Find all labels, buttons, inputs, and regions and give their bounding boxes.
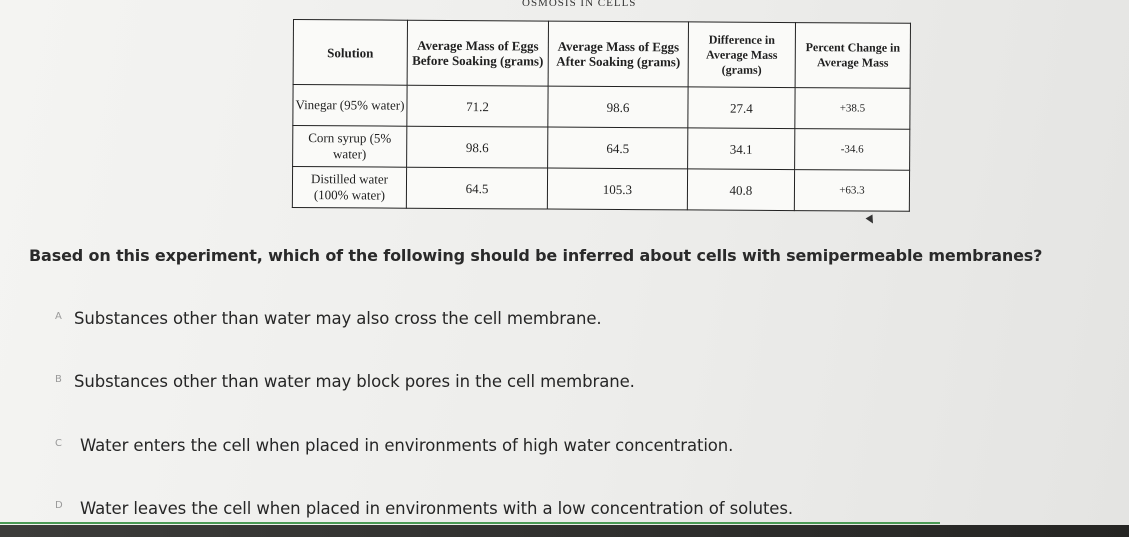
cell-difference: 34.1	[687, 127, 795, 170]
cell-before: 71.2	[406, 85, 549, 128]
answer-choice-c[interactable]: Water enters the cell when placed in env…	[80, 436, 734, 455]
cell-before: 64.5	[406, 167, 548, 210]
cell-percent: +63.3	[794, 169, 910, 212]
table-header-row: Solution Average Mass of Eggs Before Soa…	[293, 19, 911, 89]
cell-after: 98.6	[547, 86, 689, 128]
cell-solution: Vinegar (95% water)	[292, 84, 408, 127]
choice-marker: A	[55, 311, 62, 322]
header-difference: Difference in Average Mass (grams)	[688, 21, 796, 88]
table-row: Corn syrup (5% water) 98.6 64.5 34.1 -34…	[292, 125, 910, 171]
cell-difference: 40.8	[687, 168, 795, 211]
choice-marker: B	[55, 374, 62, 385]
section-title: OSMOSIS IN CELLS	[522, 0, 637, 9]
header-mass-before: Average Mass of Eggs Before Soaking (gra…	[407, 20, 549, 87]
cell-solution: Corn syrup (5% water)	[292, 125, 407, 168]
bottom-edge	[0, 525, 1129, 537]
cell-after: 64.5	[547, 127, 688, 169]
header-percent-change: Percent Change in Average Mass	[795, 22, 911, 89]
table-row: Vinegar (95% water) 71.2 98.6 27.4 +38.5	[292, 84, 911, 130]
answer-choice-d[interactable]: Water leaves the cell when placed in env…	[80, 499, 794, 518]
choice-marker: C	[55, 438, 62, 449]
table-row: Distilled water (100% water) 64.5 105.3 …	[292, 166, 910, 212]
cell-percent: -34.6	[794, 128, 910, 171]
choice-marker: D	[55, 500, 63, 511]
cell-before: 98.6	[406, 126, 548, 169]
answer-choice-a[interactable]: Substances other than water may also cro…	[74, 309, 602, 328]
osmosis-data-table: Solution Average Mass of Eggs Before Soa…	[291, 19, 911, 212]
cell-after: 105.3	[547, 168, 688, 210]
answer-choice-b[interactable]: Substances other than water may block po…	[74, 372, 635, 391]
accent-divider	[0, 522, 940, 524]
cell-solution: Distilled water (100% water)	[292, 166, 407, 209]
header-solution: Solution	[293, 19, 408, 86]
cell-percent: +38.5	[794, 87, 911, 130]
question-prompt: Based on this experiment, which of the f…	[29, 246, 1043, 265]
cell-difference: 27.4	[687, 86, 796, 129]
header-mass-after: Average Mass of Eggs After Soaking (gram…	[548, 21, 689, 87]
